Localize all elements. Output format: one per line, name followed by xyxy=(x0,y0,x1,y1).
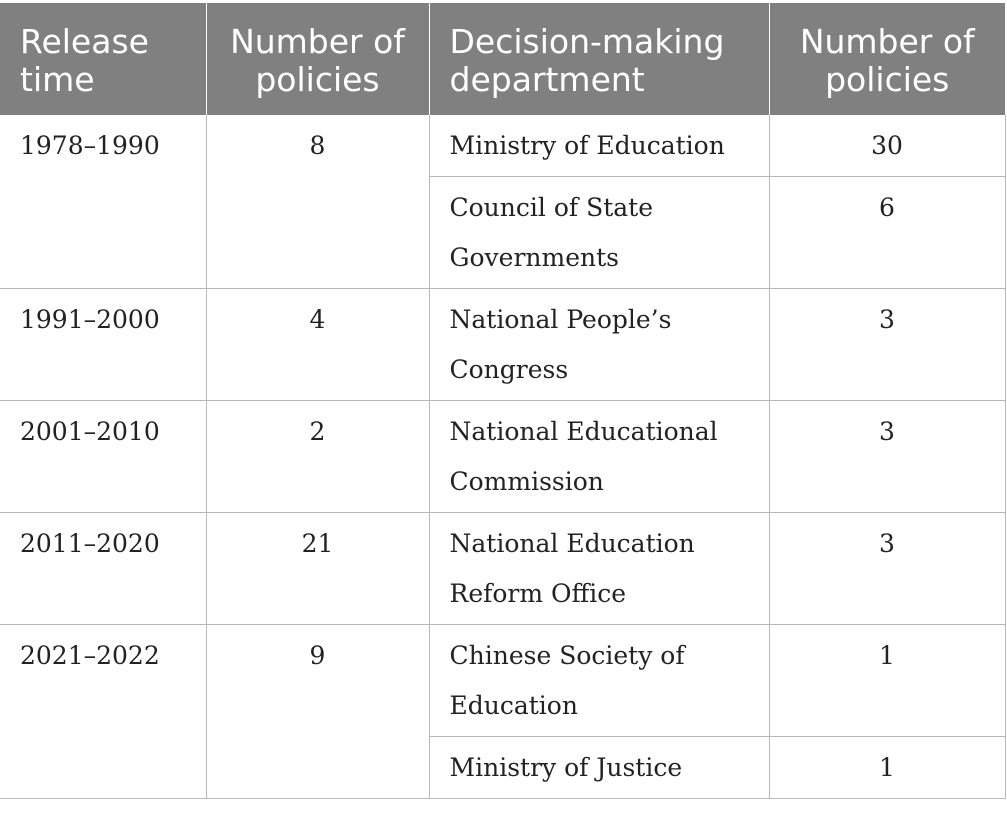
table-row: 2011–2020 21 National Education Reform O… xyxy=(0,512,1006,625)
department-cell: Ministry of Education xyxy=(428,115,770,177)
period-count-cell: 9 xyxy=(205,624,430,799)
department-cell: Chinese Society of Education xyxy=(428,624,770,737)
policy-table: Release time Number of policies Decision… xyxy=(0,3,1006,799)
table-row: 2021–2022 9 Chinese Society of Education… xyxy=(0,624,1006,799)
header-decision-making-department: Decision-making department xyxy=(428,3,769,115)
department-count-cell: 3 xyxy=(768,512,1006,625)
table-row: 1991–2000 4 National People’s Congress 3 xyxy=(0,288,1006,401)
department-cell: National Educational Commission xyxy=(428,400,770,513)
department-count-cell: 1 xyxy=(768,736,1006,799)
header-row: Release time Number of policies Decision… xyxy=(0,3,1005,115)
department-cell: National Education Reform Office xyxy=(428,512,770,625)
department-count-cell: 3 xyxy=(768,288,1006,401)
table-row: 2001–2010 2 National Educational Commiss… xyxy=(0,400,1006,513)
department-count-cell: 1 xyxy=(768,624,1006,737)
release-time-cell: 2011–2020 xyxy=(0,512,207,625)
period-count-cell: 2 xyxy=(205,400,430,513)
department-count-cell: 6 xyxy=(768,176,1006,289)
department-count-cell: 30 xyxy=(768,115,1006,177)
header-number-of-policies-period: Number of policies xyxy=(205,3,429,115)
department-cell: Ministry of Justice xyxy=(429,736,770,799)
period-count-cell: 4 xyxy=(205,288,430,401)
release-time-cell: 1991–2000 xyxy=(0,288,207,401)
release-time-cell: 1978–1990 xyxy=(0,115,207,289)
release-time-cell: 2001–2010 xyxy=(0,400,207,513)
release-time-cell: 2021–2022 xyxy=(0,624,207,799)
header-number-of-policies-department: Number of policies xyxy=(768,3,1005,115)
department-cell: National People’s Congress xyxy=(428,288,770,401)
period-count-cell: 8 xyxy=(205,115,430,289)
department-count-cell: 3 xyxy=(768,400,1006,513)
period-count-cell: 21 xyxy=(205,512,430,625)
policy-table-container: Release time Number of policies Decision… xyxy=(0,3,1006,799)
table-row: 1978–1990 8 Ministry of Education 30 xyxy=(0,115,1006,289)
header-release-time: Release time xyxy=(0,3,206,115)
table-row: Ministry of Justice 1 xyxy=(0,736,1006,799)
department-cell: Council of State Governments xyxy=(429,176,770,289)
table-row: Council of State Governments 6 xyxy=(0,176,1006,289)
